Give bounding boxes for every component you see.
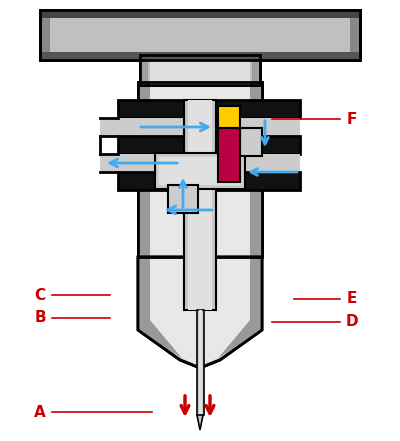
Bar (100, 154, 118, 172)
Bar (140, 55, 260, 85)
Polygon shape (138, 257, 182, 358)
Bar (140, 55, 148, 85)
Bar (118, 100, 300, 118)
Bar (199, 310, 202, 415)
Bar (138, 82, 262, 257)
Text: B: B (34, 310, 46, 325)
Bar (118, 172, 300, 190)
Bar (40, 10, 360, 60)
Text: A: A (34, 405, 46, 420)
Text: C: C (34, 288, 46, 303)
Bar (188, 100, 212, 310)
Text: D: D (346, 314, 358, 329)
Bar (250, 82, 262, 257)
Bar (150, 55, 250, 85)
Bar (40, 52, 360, 60)
Bar (155, 153, 245, 189)
Bar (50, 18, 350, 52)
Bar (197, 310, 204, 415)
Text: E: E (347, 292, 357, 306)
Text: F: F (347, 112, 357, 127)
Bar (150, 82, 250, 257)
Polygon shape (138, 257, 262, 368)
Bar (100, 118, 118, 136)
Bar (218, 106, 240, 128)
Polygon shape (218, 257, 262, 358)
Bar (168, 185, 198, 213)
Bar (218, 128, 240, 182)
Bar (118, 154, 300, 172)
Polygon shape (150, 257, 250, 366)
Bar (118, 136, 300, 154)
Bar (138, 82, 150, 257)
Bar (40, 10, 360, 18)
Bar (252, 55, 260, 85)
Bar (40, 10, 360, 60)
Bar (240, 128, 262, 156)
Polygon shape (197, 415, 203, 430)
Bar (159, 157, 241, 185)
Bar (184, 100, 216, 310)
Bar (118, 118, 300, 136)
Bar (140, 55, 260, 85)
Bar (138, 82, 262, 257)
